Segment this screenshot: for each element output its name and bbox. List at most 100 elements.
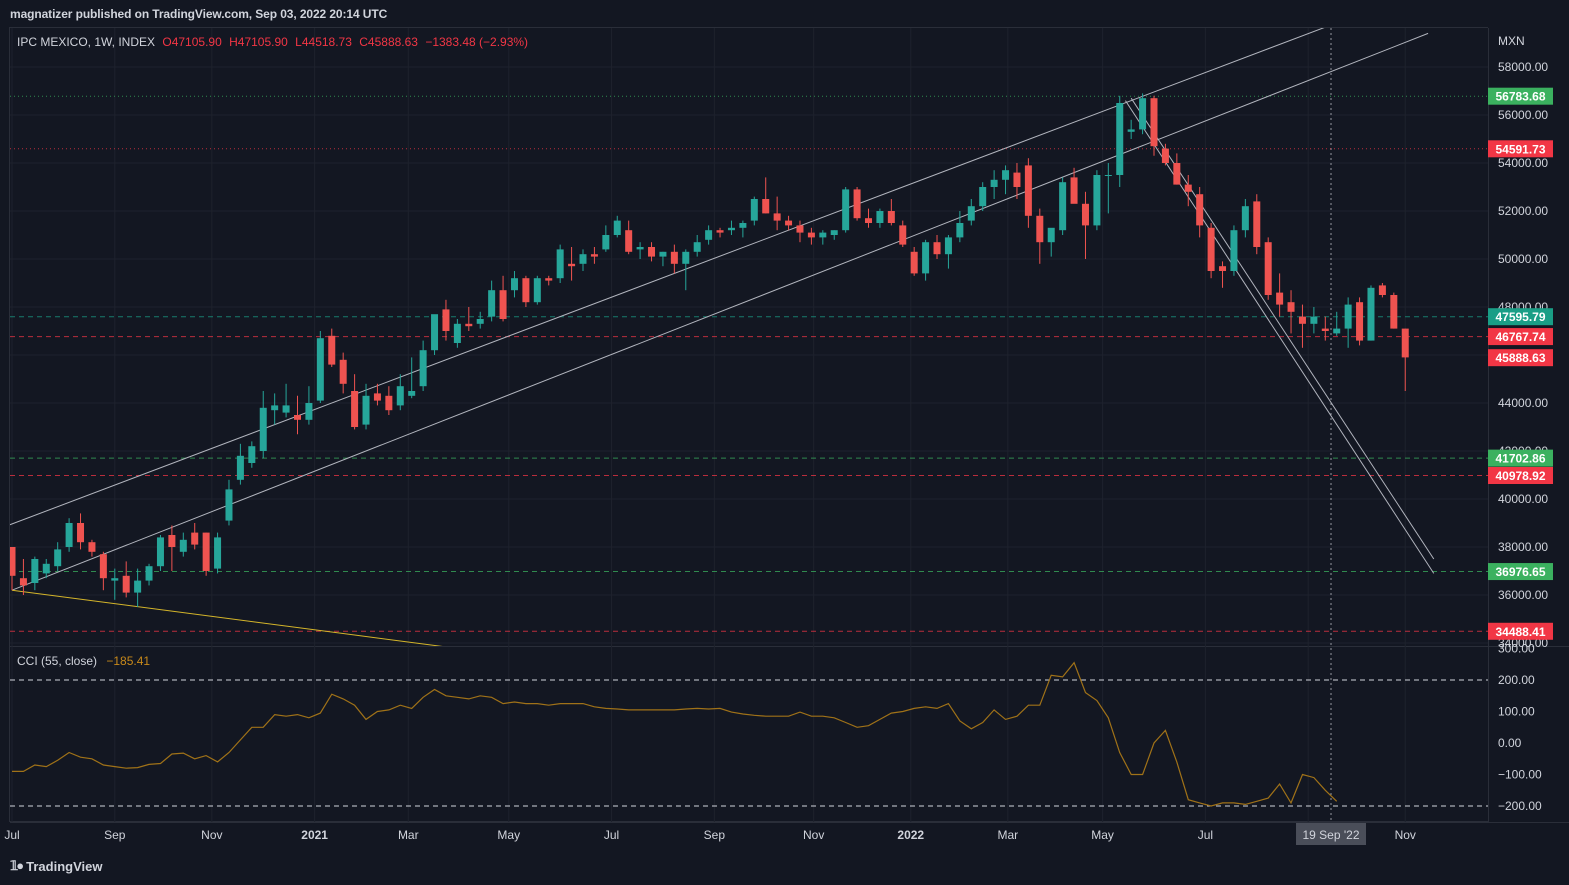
candle-up xyxy=(922,242,930,274)
price-level-lines xyxy=(10,95,1488,632)
candle-down xyxy=(625,230,633,252)
candle-down xyxy=(590,254,598,257)
currency-label: MXN xyxy=(1498,34,1525,48)
candle-down xyxy=(1196,194,1204,226)
price-tag-label: 40978.92 xyxy=(1495,469,1545,483)
candle-down xyxy=(1287,302,1295,312)
candle-up xyxy=(602,235,610,250)
candle-up xyxy=(225,489,233,521)
crosshair-date-box xyxy=(1296,823,1367,845)
candle-up xyxy=(259,407,267,451)
candle-down xyxy=(1024,165,1032,216)
candle-up xyxy=(316,338,324,401)
candle-down xyxy=(1150,98,1158,147)
candle-down xyxy=(568,263,576,267)
candle-up xyxy=(54,549,62,567)
legend-low: L44518.73 xyxy=(295,35,352,49)
top-bar: magnatizer published on TradingView.com,… xyxy=(0,0,1569,28)
candle-down xyxy=(670,251,678,264)
candle-up xyxy=(305,403,313,420)
candle-up xyxy=(636,247,644,250)
candle-up xyxy=(533,278,541,303)
price-tag-box xyxy=(1488,87,1553,105)
candle-down xyxy=(385,395,393,411)
price-tag: 45888.63 xyxy=(1488,349,1553,367)
time-tick-label: May xyxy=(1091,828,1114,842)
legend-high: H47105.90 xyxy=(229,35,288,49)
price-tag-box xyxy=(1488,563,1553,581)
candle-down xyxy=(77,523,85,543)
price-tag-box xyxy=(1488,349,1553,367)
candle-down xyxy=(339,359,347,384)
price-tick-label: 50000.00 xyxy=(1498,252,1548,266)
price-tag-label: 45888.63 xyxy=(1495,351,1545,365)
cci-tick-label: 300.00 xyxy=(1498,642,1535,656)
time-axis: Jul Sep Nov 2021 Mar May Jul Sep Nov 2022 Mar May Ju… xyxy=(4,823,1416,845)
candle-down xyxy=(716,230,724,233)
trendline xyxy=(1130,97,1435,560)
candle-up xyxy=(1241,206,1249,231)
candle-down xyxy=(762,199,770,214)
time-tick-label: Sep xyxy=(704,828,726,842)
price-tick-label: 44000.00 xyxy=(1498,396,1548,410)
tradingview-logo[interactable]: 𝟙● TradingView xyxy=(10,858,102,874)
cci-tick-label: 100.00 xyxy=(1498,705,1535,719)
price-tag-label: 34488.41 xyxy=(1495,625,1545,639)
candle-up xyxy=(1127,129,1135,132)
candle-down xyxy=(168,535,176,547)
candle-up xyxy=(396,386,404,406)
candle-down xyxy=(1173,163,1181,185)
cci-tick-label: 0.00 xyxy=(1498,736,1522,750)
candle-up xyxy=(830,230,838,235)
candle-up xyxy=(682,251,690,264)
candle-down xyxy=(1401,328,1409,358)
time-tick-label: Jul xyxy=(604,828,619,842)
candle-down xyxy=(899,225,907,245)
price-tag-box xyxy=(1488,622,1553,640)
candle-down xyxy=(1253,201,1261,247)
price-tag-box xyxy=(1488,328,1553,346)
candle-down xyxy=(522,278,530,303)
candle-up xyxy=(236,455,244,480)
candle-down xyxy=(1036,215,1044,243)
candle-up xyxy=(156,537,164,567)
price-tag-box xyxy=(1488,308,1553,326)
candle-down xyxy=(785,220,793,226)
candle-up xyxy=(1230,230,1238,271)
candle-up xyxy=(739,223,747,228)
time-tick-label: Nov xyxy=(1395,828,1416,842)
candle-down xyxy=(853,189,861,219)
price-tag: 41702.86 xyxy=(1488,449,1553,467)
cci-tick-label: −200.00 xyxy=(1498,799,1542,813)
candle-up xyxy=(967,206,975,221)
candle-down xyxy=(99,554,107,579)
candle-up xyxy=(134,580,142,593)
price-tag: 34488.41 xyxy=(1488,622,1553,640)
candle-down xyxy=(88,542,96,552)
cci-value: −185.41 xyxy=(106,654,151,668)
candle-down xyxy=(648,247,656,257)
legend-change: −1383.48 (−2.93%) xyxy=(425,35,529,49)
price-tag-label: 46767.74 xyxy=(1495,330,1545,344)
symbol-title: IPC MEXICO, 1W, INDEX xyxy=(17,35,156,49)
price-tag: 47595.79 xyxy=(1488,308,1553,326)
candle-down xyxy=(191,532,199,545)
candle-up xyxy=(214,537,222,569)
time-tick-label: Sep xyxy=(104,828,126,842)
candle-up xyxy=(956,223,964,238)
candle-down xyxy=(1207,227,1215,271)
candle-up xyxy=(750,199,758,221)
trendline xyxy=(11,589,443,646)
tradingview-logo-icon: 𝟙● xyxy=(10,858,24,873)
candle-down xyxy=(373,393,381,401)
candle-up xyxy=(876,211,884,223)
price-tag-label: 56783.68 xyxy=(1495,90,1545,104)
candle-down xyxy=(1321,328,1329,331)
legend-open: O47105.90 xyxy=(162,35,222,49)
candle-up xyxy=(111,578,119,581)
price-tag-box xyxy=(1488,140,1553,158)
tradingview-brand: TradingView xyxy=(26,858,103,874)
candle-up xyxy=(579,254,587,264)
candle-up xyxy=(271,405,279,411)
